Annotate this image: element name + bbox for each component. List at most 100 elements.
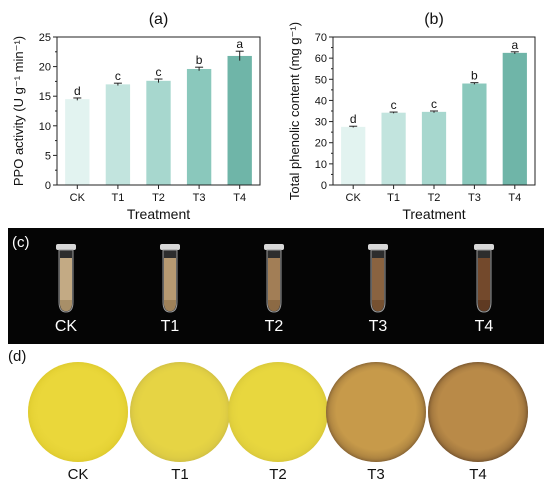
significance-letter: b (471, 69, 478, 83)
tube-cap (264, 244, 284, 250)
tube-sediment (164, 300, 176, 311)
significance-letter: d (74, 84, 81, 98)
y-tick-label: 0 (321, 180, 327, 192)
x-tick-label: CK (70, 192, 86, 204)
significance-letter: a (236, 37, 243, 51)
tube-photo-panel: (c) CK T1 T2 T3 T4 (8, 228, 544, 344)
slice-label: T2 (269, 466, 287, 483)
slice-label: T1 (171, 466, 189, 483)
phenolic-content-chart: (b) 0 10 20 30 40 50 60 70 d CK c T1 c T2 b T3 a T4 Treatme… (287, 11, 536, 222)
bar (502, 52, 527, 185)
potato-slice-image (130, 362, 230, 462)
tube-label: CK (54, 318, 78, 335)
x-tick-label: T4 (508, 192, 521, 204)
tube-cap (474, 244, 494, 250)
centrifuge-tube-image (368, 244, 388, 313)
x-tick-label: T2 (428, 192, 441, 204)
bar (186, 68, 212, 185)
tube-liquid (478, 258, 490, 311)
y-axis-label: PPO activity (U g⁻¹ min⁻¹) (11, 36, 26, 186)
bar (341, 126, 366, 185)
significance-letter: d (350, 112, 357, 126)
y-tick-label: 0 (45, 180, 51, 192)
bar (65, 99, 90, 185)
tube-sediment (60, 300, 72, 311)
y-tick-label: 25 (39, 32, 51, 44)
tube-sediment (478, 300, 490, 311)
bar (146, 80, 171, 185)
tube-label: T3 (368, 318, 388, 335)
bar (227, 55, 252, 185)
y-axis-label: Total phenolic content (mg g⁻¹) (287, 22, 302, 200)
tube-label: T2 (264, 318, 284, 335)
tube-t2: T2 (244, 242, 304, 342)
bar (381, 112, 406, 185)
chart-panel-label: (b) (424, 11, 444, 28)
centrifuge-tube-image (474, 244, 494, 313)
y-tick-label: 5 (45, 150, 51, 162)
panel-c-label: (c) (12, 234, 30, 251)
potato-slice-image (228, 362, 328, 462)
y-tick-label: 70 (315, 32, 327, 44)
y-tick-label: 30 (315, 117, 327, 129)
tube-t4: T4 (454, 242, 514, 342)
y-tick-label: 20 (39, 62, 51, 74)
x-tick-label: T1 (111, 192, 124, 204)
slice-t4: T4 (428, 362, 528, 483)
significance-letter: c (391, 98, 397, 112)
tube-t3: T3 (348, 242, 408, 342)
slice-t2: T2 (228, 362, 328, 483)
tube-liquid (372, 258, 384, 311)
tube-t1: T1 (140, 242, 200, 342)
slice-t3: T3 (326, 362, 426, 483)
chart-panel-label: (a) (149, 11, 169, 28)
tube-sediment (268, 300, 280, 311)
bar (105, 84, 131, 185)
ppo-activity-chart: (a) 0 5 10 15 20 25 d CK c T1 c T2 b T3 a T4 Treatment PPO… (11, 11, 261, 222)
x-tick-label: T3 (193, 192, 206, 204)
panel-d-label: (d) (8, 348, 27, 365)
centrifuge-tube-image (264, 244, 284, 313)
tube-ck: CK (36, 242, 96, 342)
potato-slice-image (326, 362, 426, 462)
plot-frame (332, 36, 536, 186)
potato-slice-image (428, 362, 528, 462)
slice-label: T4 (469, 466, 487, 483)
y-tick-label: 10 (315, 159, 327, 171)
slice-label: T3 (367, 466, 385, 483)
significance-letter: a (511, 38, 518, 52)
x-axis-label: Treatment (127, 206, 190, 222)
slice-ck: CK (28, 362, 128, 483)
tube-liquid (268, 258, 280, 311)
x-axis-label: Treatment (402, 206, 465, 222)
y-tick-label: 40 (315, 95, 327, 107)
significance-letter: c (115, 69, 121, 83)
significance-letter: c (431, 97, 437, 111)
significance-letter: b (196, 53, 203, 67)
y-tick-label: 10 (39, 121, 51, 133)
potato-slice-image (28, 362, 128, 462)
x-tick-label: T4 (233, 192, 246, 204)
x-tick-label: T2 (152, 192, 165, 204)
slice-t1: T1 (130, 362, 230, 483)
x-tick-label: T1 (387, 192, 400, 204)
y-tick-label: 50 (315, 74, 327, 86)
tube-liquid (60, 258, 72, 311)
significance-letter: c (156, 65, 162, 79)
centrifuge-tube-image (160, 244, 180, 313)
bar (462, 83, 487, 185)
x-tick-label: T3 (468, 192, 481, 204)
plot-frame (56, 36, 261, 186)
tube-cap (56, 244, 76, 250)
tube-liquid (164, 258, 176, 311)
y-tick-label: 15 (39, 91, 51, 103)
tube-label: T4 (474, 318, 494, 335)
centrifuge-tube-image (56, 244, 76, 313)
y-tick-label: 20 (315, 138, 327, 150)
tube-label: T1 (160, 318, 180, 335)
bar (421, 111, 447, 185)
tube-cap (368, 244, 388, 250)
tube-sediment (372, 300, 384, 311)
x-tick-label: CK (346, 192, 362, 204)
tube-cap (160, 244, 180, 250)
